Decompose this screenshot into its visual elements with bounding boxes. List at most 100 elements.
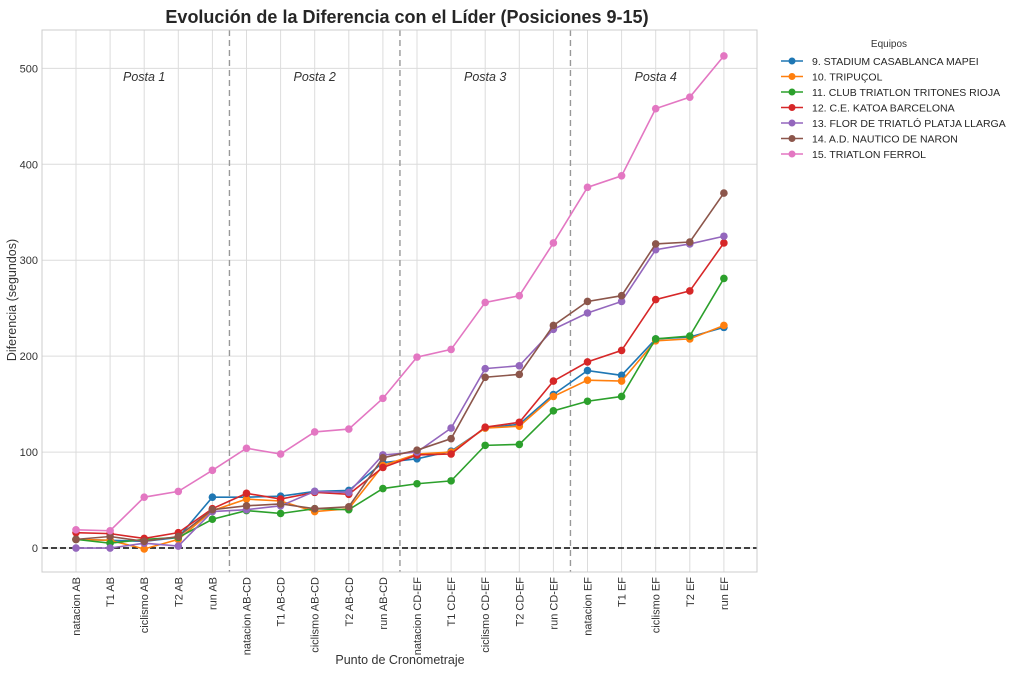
data-point xyxy=(276,500,285,508)
data-point xyxy=(242,444,251,453)
data-point xyxy=(447,450,455,458)
legend-label: 13. FLOR DE TRIATLÓ PLATJA LLARGA xyxy=(812,117,1006,130)
series-line xyxy=(75,278,725,545)
data-point xyxy=(208,515,217,524)
data-point xyxy=(583,366,592,375)
data-point xyxy=(617,392,626,401)
legend-label: 14. A.D. NAUTICO DE NARON xyxy=(812,134,958,146)
data-point xyxy=(345,488,353,497)
x-tick-label: ciclismo EF xyxy=(651,577,663,634)
data-point xyxy=(583,297,592,306)
data-point xyxy=(583,397,592,406)
data-point xyxy=(345,425,353,433)
data-point xyxy=(345,502,353,511)
x-tick-label: ciclismo AB-CD xyxy=(310,577,322,653)
section-dividers: Posta 1 Posta 2 Posta 3 Posta 4 xyxy=(123,30,677,572)
data-point xyxy=(447,345,455,354)
x-tick-label: natacion CD-EF xyxy=(412,577,424,656)
data-point xyxy=(379,454,387,462)
data-point xyxy=(379,463,387,472)
series-line xyxy=(75,192,725,543)
y-tick-label: 0 xyxy=(32,543,38,555)
section-label: Posta 3 xyxy=(464,70,506,84)
data-point xyxy=(72,544,80,552)
data-point xyxy=(651,335,660,343)
data-point xyxy=(310,487,319,496)
legend-item: 14. A.D. NAUTICO DE NARON xyxy=(781,134,958,146)
data-point xyxy=(481,373,490,382)
data-point xyxy=(310,504,319,513)
legend-item: 9. STADIUM CASABLANCA MAPEI xyxy=(781,56,979,68)
legend-item: 13. FLOR DE TRIATLÓ PLATJA LLARGA xyxy=(781,117,1006,130)
x-tick-label: T2 EF xyxy=(685,577,697,607)
legend-marker xyxy=(788,73,796,80)
data-point xyxy=(549,407,558,415)
data-point xyxy=(447,424,455,432)
x-axis-label: Punto de Cronometraje xyxy=(335,653,464,667)
section-label: Posta 4 xyxy=(635,70,677,84)
legend-label: 10. TRIPUÇOL xyxy=(812,72,883,84)
y-tick-label: 500 xyxy=(20,63,38,75)
x-tick-label: T2 AB xyxy=(173,577,185,607)
data-point xyxy=(242,495,251,503)
data-point xyxy=(583,376,592,384)
data-point xyxy=(447,477,455,485)
data-point xyxy=(686,332,694,340)
data-point xyxy=(720,52,728,60)
data-point xyxy=(720,274,728,283)
data-point xyxy=(549,239,558,247)
data-point xyxy=(72,535,80,544)
x-tick-label: run AB-CD xyxy=(378,577,390,630)
x-tick-label: T1 EF xyxy=(617,577,629,607)
data-point xyxy=(413,353,421,361)
data-point xyxy=(276,450,285,458)
plot-frame xyxy=(41,29,758,573)
y-tick-label: 400 xyxy=(20,159,38,171)
data-point xyxy=(720,321,728,330)
x-tick-label: run CD-EF xyxy=(548,577,560,630)
x-tick-label: run EF xyxy=(719,577,731,610)
x-tick-label: T2 AB-CD xyxy=(344,577,356,627)
legend-label: 11. CLUB TRIATLON TRITONES RIOJA xyxy=(812,87,1000,99)
data-point xyxy=(617,297,626,306)
legend-marker xyxy=(788,88,796,96)
legend-item: 11. CLUB TRIATLON TRITONES RIOJA xyxy=(781,87,1000,99)
section-label: Posta 1 xyxy=(123,70,165,84)
x-axis-ticks: natacion AB T1 AB ciclismo AB T2 AB run AB na… xyxy=(71,577,731,656)
data-point xyxy=(481,298,490,307)
x-tick-label: natacion AB-CD xyxy=(242,577,254,655)
data-point xyxy=(242,489,251,498)
data-point xyxy=(276,509,285,518)
y-axis-ticks: 0 100 200 300 400 500 xyxy=(20,63,38,555)
y-tick-label: 300 xyxy=(20,255,38,267)
data-point xyxy=(651,104,660,113)
x-tick-label: ciclismo CD-EF xyxy=(480,577,492,653)
data-point xyxy=(720,239,728,247)
data-point xyxy=(686,287,694,295)
data-point xyxy=(140,537,148,546)
x-tick-label: T1 AB xyxy=(105,577,117,607)
y-tick-label: 200 xyxy=(20,351,38,363)
data-point xyxy=(174,542,183,550)
data-point xyxy=(686,238,694,246)
legend-label: 9. STADIUM CASABLANCA MAPEI xyxy=(812,56,979,68)
legend-marker xyxy=(788,135,796,142)
y-tick-label: 100 xyxy=(20,447,38,459)
data-point xyxy=(413,479,421,488)
data-point xyxy=(515,291,524,300)
chart-title: Evolución de la Diferencia con el Líder … xyxy=(165,7,648,27)
data-point xyxy=(549,321,558,330)
data-point xyxy=(208,505,217,514)
data-point xyxy=(583,183,592,192)
series-6 xyxy=(72,189,728,546)
data-point xyxy=(617,371,626,380)
data-point xyxy=(106,526,114,535)
series-7 xyxy=(72,52,728,535)
series-line xyxy=(75,55,725,532)
x-tick-label: ciclismo AB xyxy=(139,577,151,633)
data-point xyxy=(583,358,592,366)
data-point xyxy=(174,487,183,496)
x-tick-label: natacion AB xyxy=(71,577,83,636)
data-point xyxy=(481,441,490,450)
